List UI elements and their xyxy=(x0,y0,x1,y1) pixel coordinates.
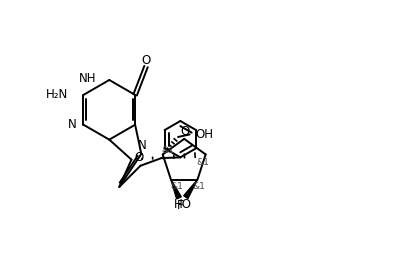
Text: N: N xyxy=(138,140,146,152)
Text: &1: &1 xyxy=(193,183,205,191)
Text: O: O xyxy=(180,125,190,138)
Polygon shape xyxy=(184,180,198,199)
Text: NH: NH xyxy=(79,72,97,85)
Text: &1: &1 xyxy=(161,146,174,155)
Text: F: F xyxy=(177,199,183,212)
Polygon shape xyxy=(171,180,181,199)
Text: O: O xyxy=(134,151,143,164)
Text: &1: &1 xyxy=(196,158,209,167)
Text: OH: OH xyxy=(195,128,213,141)
Text: N: N xyxy=(68,118,77,131)
Text: O: O xyxy=(142,54,151,67)
Text: H₂N: H₂N xyxy=(46,88,68,101)
Text: HO: HO xyxy=(174,198,192,211)
Text: &1: &1 xyxy=(170,182,183,191)
